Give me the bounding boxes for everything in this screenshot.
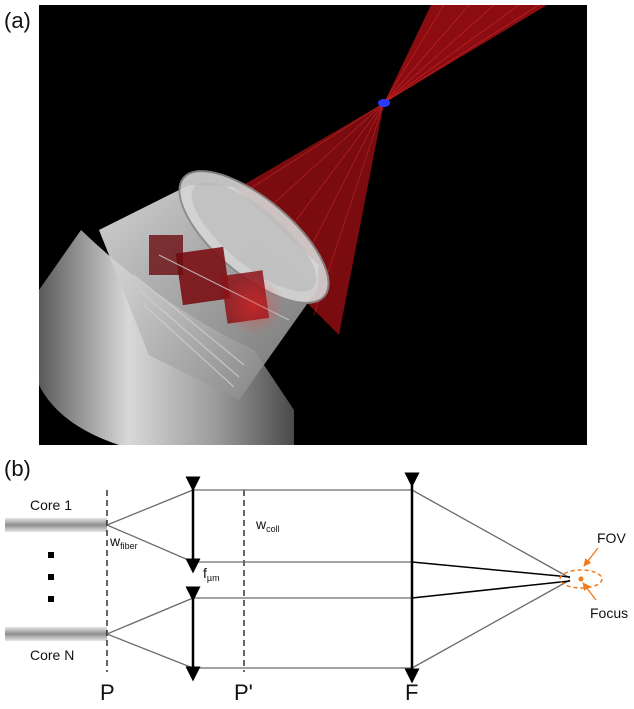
fov-pointer: [583, 547, 599, 567]
f-um-label: fµm: [203, 565, 220, 583]
fov-label: FOV: [597, 530, 626, 546]
optical-schematic: Core 1 Core N wfiber wcoll fµm: [5, 472, 628, 705]
w-fiber-label: wfiber: [109, 533, 138, 551]
focus-spot: [378, 99, 390, 107]
focus-dot: [578, 576, 584, 582]
plane-p-prime-label: P': [234, 680, 253, 705]
fov-ellipse: [559, 569, 603, 589]
chief-rays: [411, 561, 571, 599]
plane-f-label: F: [405, 680, 418, 705]
fiber-core-n: [5, 627, 107, 641]
endoscope-render: [39, 5, 587, 445]
panel-b-label: (b): [4, 456, 31, 481]
plane-p-label: P: [100, 680, 115, 705]
vertical-ellipsis-icon: [48, 552, 54, 602]
core-1-label: Core 1: [30, 497, 72, 513]
focus-label: Focus: [590, 605, 628, 621]
ray-bundle: [106, 489, 571, 669]
focus-pointer: [582, 582, 597, 601]
fiber-core-1: [5, 518, 107, 532]
core-n-label: Core N: [30, 647, 74, 663]
w-coll-label: wcoll: [255, 516, 280, 534]
panel-a-label: (a): [4, 8, 31, 33]
beam-cone: [209, 5, 547, 335]
micro-optic-cap: [99, 170, 330, 400]
